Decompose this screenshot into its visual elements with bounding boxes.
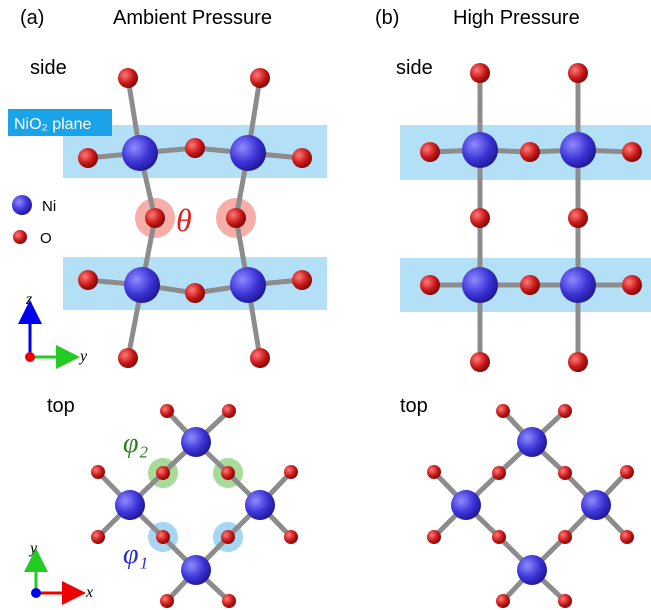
- ni-atom: [115, 490, 145, 520]
- o-atom: [185, 283, 205, 303]
- phi1: φ₁: [123, 539, 148, 570]
- o-atom: [520, 142, 540, 162]
- view-label: side: [396, 57, 433, 79]
- ni-atom: [462, 267, 498, 303]
- angle-marks: [135, 198, 256, 552]
- o-atom: [470, 352, 490, 372]
- axis-label: y: [78, 348, 88, 365]
- o-atom: [558, 466, 572, 480]
- ni-atom: [181, 427, 211, 457]
- o-atom: [250, 68, 270, 88]
- axis-label: z: [25, 291, 33, 308]
- axis-origin: [25, 352, 35, 362]
- plane-label-box: [8, 109, 112, 136]
- o-atom: [470, 63, 490, 83]
- o-atom: [622, 275, 642, 295]
- legend-o: [13, 230, 27, 244]
- o-atom: [492, 466, 506, 480]
- o-atom: [91, 465, 105, 479]
- ni-atom: [581, 490, 611, 520]
- axis-label: y: [28, 540, 38, 557]
- o-atom: [496, 594, 510, 608]
- o-atom: [78, 270, 98, 290]
- o-atom: [145, 208, 165, 228]
- o-atom: [496, 404, 510, 418]
- ni-atom: [462, 132, 498, 168]
- o-atom: [568, 63, 588, 83]
- o-atom: [284, 530, 298, 544]
- ni-atom: [181, 555, 211, 585]
- view-label: side: [30, 57, 67, 79]
- o-atom: [492, 530, 506, 544]
- o-atom: [156, 530, 170, 544]
- o-atom: [622, 142, 642, 162]
- o-atom: [292, 148, 312, 168]
- bonds: [87, 73, 633, 603]
- o-atom: [620, 530, 634, 544]
- axes-side: z y: [18, 291, 88, 369]
- o-atom: [222, 594, 236, 608]
- plane-label: NiO₂ plane: [14, 116, 91, 133]
- o-atom: [568, 352, 588, 372]
- axes-top: y x: [24, 540, 93, 605]
- panel-title: High Pressure: [453, 7, 580, 29]
- ni-atom: [517, 427, 547, 457]
- o-atom: [91, 530, 105, 544]
- panel-label: (a): [20, 7, 44, 29]
- o-atom: [156, 466, 170, 480]
- o-atom: [221, 530, 235, 544]
- o-atom: [420, 275, 440, 295]
- ni-atom: [122, 135, 158, 171]
- o-atom: [250, 348, 270, 368]
- ni-atom: [230, 267, 266, 303]
- panel-label: (b): [375, 7, 399, 29]
- o-atom: [118, 68, 138, 88]
- ni-atom: [560, 267, 596, 303]
- ni-atom: [124, 267, 160, 303]
- legend-label: O: [40, 230, 52, 247]
- o-atom: [284, 465, 298, 479]
- o-atom: [221, 466, 235, 480]
- legend-label: Ni: [42, 198, 56, 215]
- o-atom: [427, 465, 441, 479]
- o-atom: [226, 208, 246, 228]
- phi2: φ₂: [123, 428, 148, 459]
- o-atom: [78, 148, 98, 168]
- axis-origin: [31, 588, 41, 598]
- panel-title: Ambient Pressure: [113, 7, 272, 29]
- o-atom: [558, 404, 572, 418]
- o-atom: [292, 270, 312, 290]
- ni-atom: [230, 135, 266, 171]
- o-atom: [558, 530, 572, 544]
- o-atom: [118, 348, 138, 368]
- o-atom: [568, 208, 588, 228]
- atoms: [78, 63, 642, 608]
- o-atom: [520, 275, 540, 295]
- o-atom: [427, 530, 441, 544]
- o-atom: [185, 138, 205, 158]
- o-atom: [470, 208, 490, 228]
- o-atom: [620, 465, 634, 479]
- theta: θ: [176, 202, 192, 238]
- o-atom: [558, 594, 572, 608]
- ni-atom: [517, 555, 547, 585]
- axis-label: x: [85, 584, 93, 601]
- ni-atom: [451, 490, 481, 520]
- o-atom: [160, 594, 174, 608]
- legend-ni: [12, 195, 32, 215]
- o-atom: [222, 404, 236, 418]
- view-label: top: [400, 395, 428, 417]
- o-atom: [420, 142, 440, 162]
- view-label: top: [47, 395, 75, 417]
- ni-atom: [560, 132, 596, 168]
- o-atom: [160, 404, 174, 418]
- ni-atom: [245, 490, 275, 520]
